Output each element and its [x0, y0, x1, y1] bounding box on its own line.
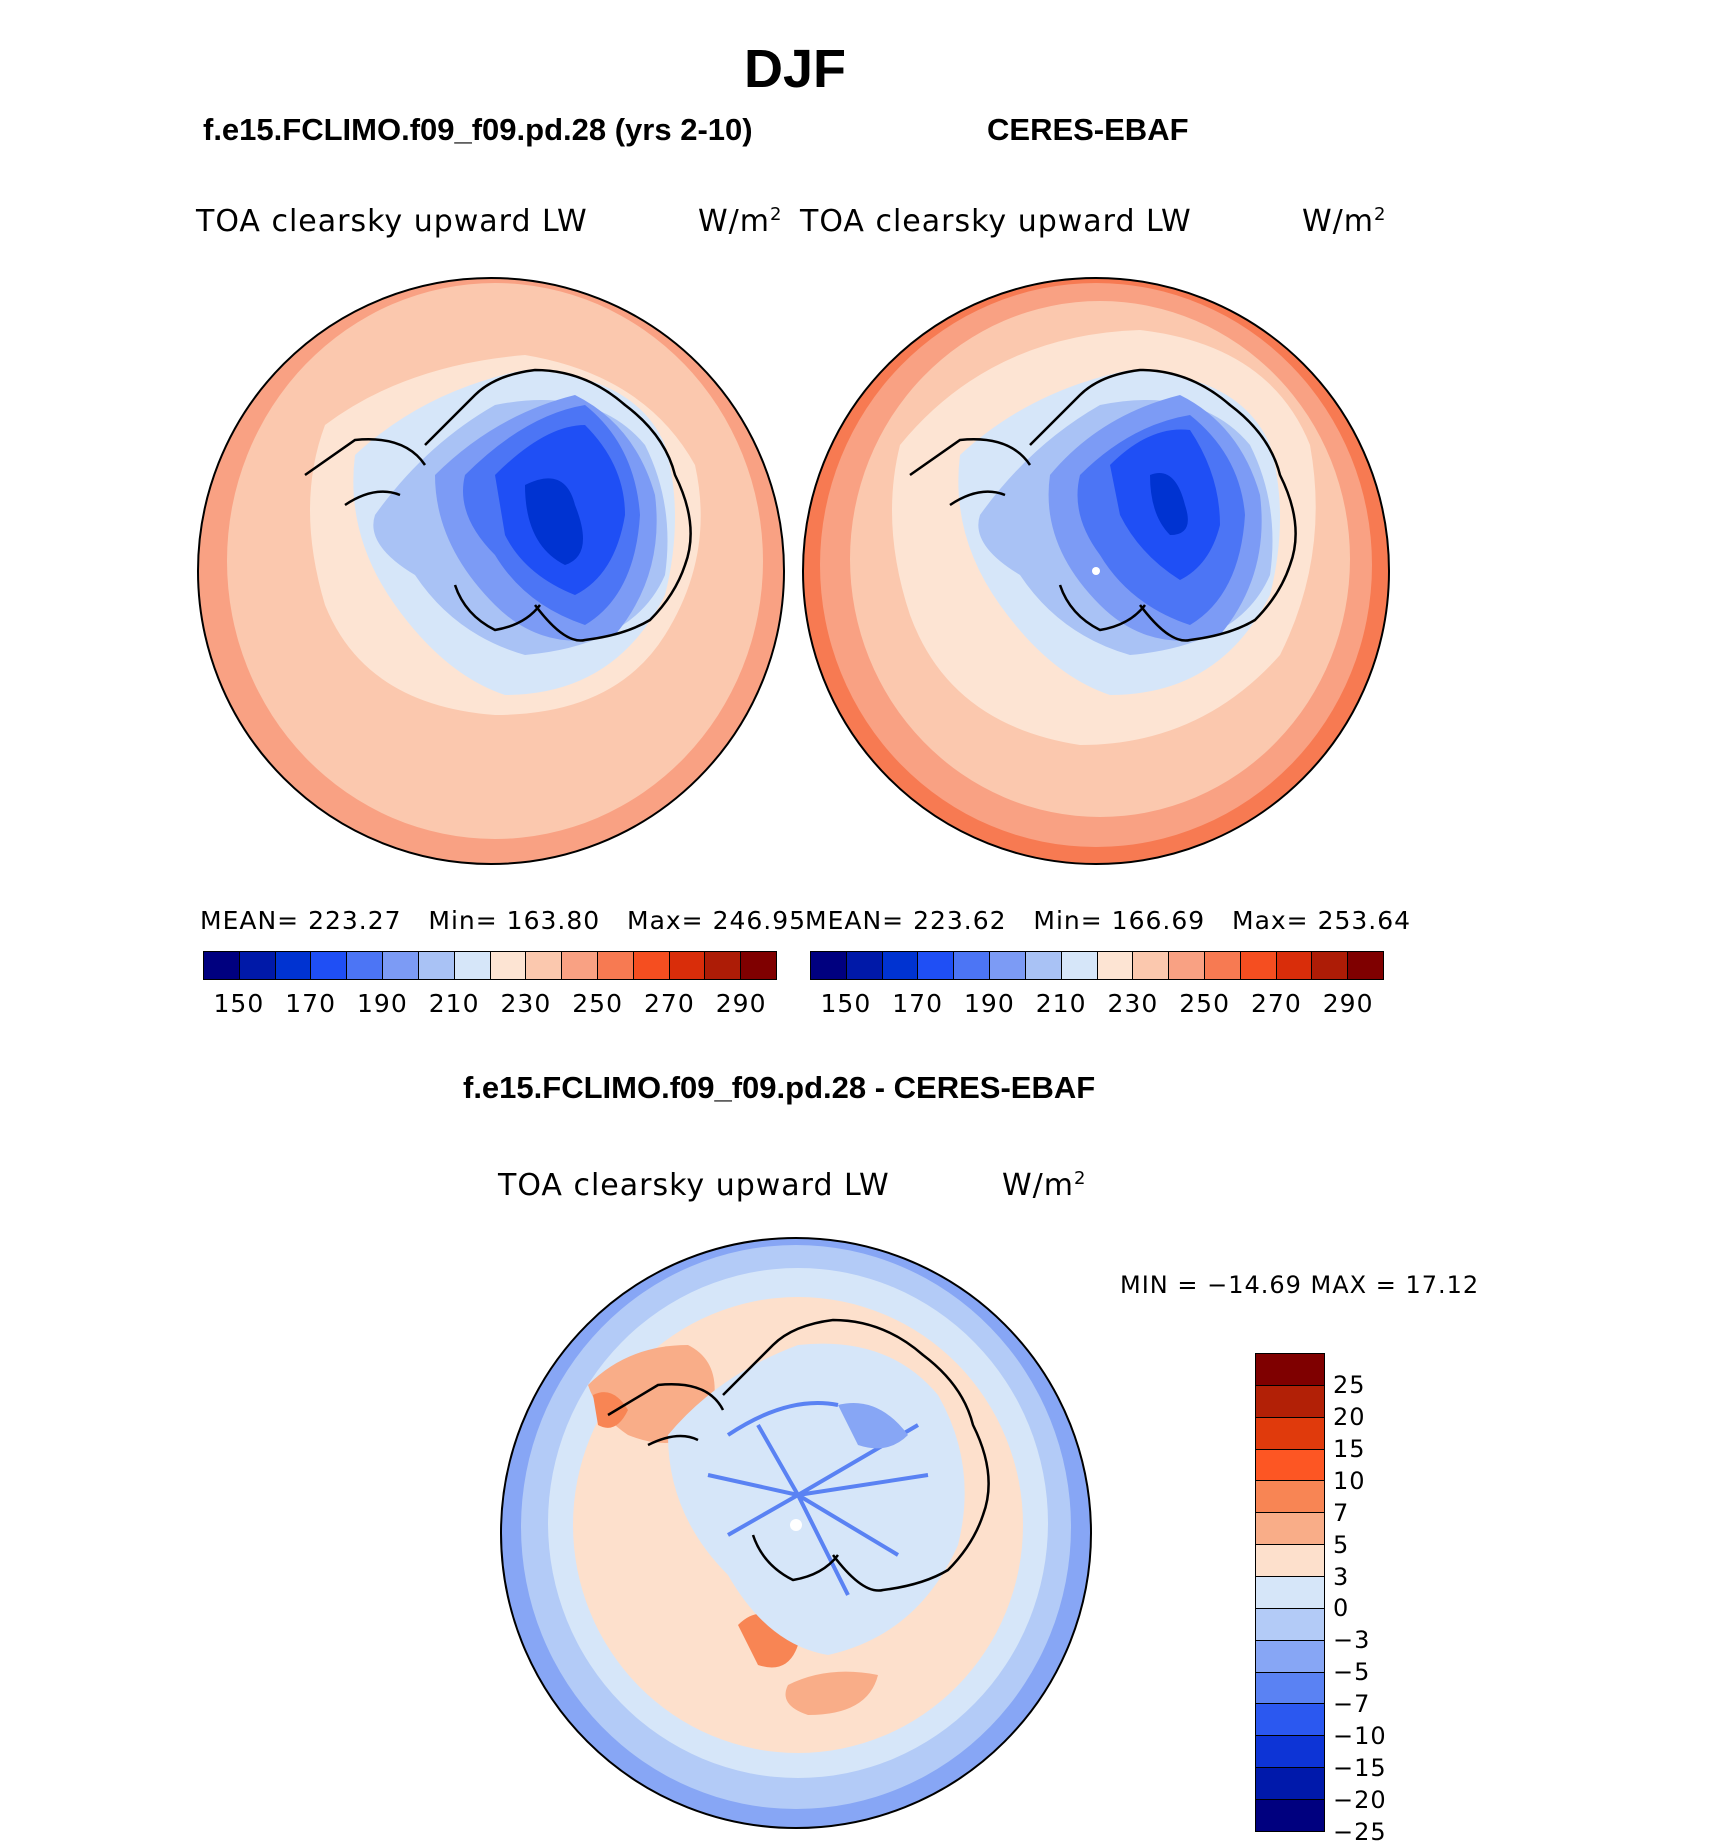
colorbar-tick-label: 290 — [1322, 989, 1374, 1018]
model-stats: MEAN= 223.27 Min= 163.80 Max= 246.95 — [200, 906, 807, 935]
colorbar-swatch — [1256, 1545, 1324, 1578]
colorbar-tick-label: 3 — [1333, 1562, 1350, 1591]
obs-variable-label: TOA clearsky upward LW — [800, 204, 1192, 239]
obs-panel-title: CERES-EBAF — [987, 112, 1189, 147]
obs-colorbar — [810, 951, 1384, 980]
colorbar-swatch — [633, 952, 670, 979]
colorbar-tick-label: 270 — [644, 989, 695, 1018]
colorbar-tick-label: 0 — [1333, 1594, 1350, 1623]
colorbar-swatch — [1276, 952, 1313, 979]
colorbar-tick-label: 7 — [1333, 1498, 1350, 1527]
colorbar-swatch — [1133, 952, 1170, 979]
colorbar-swatch — [1348, 952, 1383, 979]
colorbar-swatch — [1240, 952, 1277, 979]
colorbar-swatch — [239, 952, 276, 979]
colorbar-swatch — [311, 952, 348, 979]
colorbar-swatch — [669, 952, 706, 979]
colorbar-tick-label: 10 — [1333, 1466, 1366, 1495]
diff-variable-label: TOA clearsky upward LW — [498, 1168, 890, 1203]
colorbar-swatch — [990, 952, 1026, 979]
colorbar-swatch — [1256, 1577, 1324, 1609]
colorbar-swatch — [1256, 1640, 1324, 1673]
colorbar-tick-label: 250 — [572, 989, 623, 1018]
colorbar-swatch — [846, 952, 883, 979]
colorbar-swatch — [1256, 1800, 1324, 1831]
colorbar-tick-label: 170 — [285, 989, 336, 1018]
colorbar-swatch — [954, 952, 991, 979]
colorbar-swatch — [1097, 952, 1134, 979]
model-panel-title: f.e15.FCLIMO.f09_f09.pd.28 (yrs 2-10) — [203, 112, 753, 147]
colorbar-tick-label: −10 — [1333, 1722, 1387, 1751]
diff-polar-map — [500, 1237, 1092, 1829]
colorbar-swatch — [1169, 952, 1205, 979]
colorbar-swatch — [741, 952, 776, 979]
colorbar-swatch — [1256, 1608, 1324, 1641]
colorbar-tick-label: 25 — [1333, 1370, 1366, 1399]
colorbar-tick-label: −5 — [1333, 1658, 1371, 1687]
colorbar-tick-label: −15 — [1333, 1754, 1387, 1783]
colorbar-tick-label: 190 — [357, 989, 408, 1018]
obs-units-label: W/m2 — [1302, 204, 1387, 239]
colorbar-swatch — [562, 952, 598, 979]
colorbar-tick-label: 210 — [428, 989, 480, 1018]
colorbar-tick-label: −7 — [1333, 1690, 1371, 1719]
colorbar-swatch — [597, 952, 634, 979]
colorbar-tick-label: 20 — [1333, 1402, 1366, 1431]
colorbar-swatch — [1256, 1481, 1324, 1514]
colorbar-swatch — [1256, 1513, 1324, 1546]
colorbar-swatch — [1256, 1385, 1324, 1418]
colorbar-tick-label: 5 — [1333, 1530, 1350, 1559]
diff-minmax: MIN = −14.69 MAX = 17.12 — [1120, 1271, 1480, 1299]
diff-panel-title: f.e15.FCLIMO.f09_f09.pd.28 - CERES-EBAF — [463, 1070, 1096, 1105]
colorbar-tick-label: 210 — [1035, 989, 1087, 1018]
diff-units-label: W/m2 — [1002, 1168, 1087, 1203]
colorbar-swatch — [347, 952, 384, 979]
colorbar-swatch — [811, 952, 847, 979]
colorbar-swatch — [1256, 1704, 1324, 1737]
colorbar-swatch — [1256, 1417, 1324, 1450]
colorbar-swatch — [1256, 1449, 1324, 1482]
colorbar-swatch — [204, 952, 240, 979]
colorbar-tick-label: 190 — [964, 989, 1015, 1018]
colorbar-tick-label: 170 — [892, 989, 943, 1018]
colorbar-tick-label: 290 — [715, 989, 767, 1018]
colorbar-tick-label: 230 — [1107, 989, 1159, 1018]
model-colorbar — [203, 951, 777, 980]
diff-colorbar — [1255, 1353, 1325, 1832]
colorbar-tick-label: 270 — [1251, 989, 1302, 1018]
model-variable-label: TOA clearsky upward LW — [196, 204, 588, 239]
colorbar-swatch — [1025, 952, 1062, 979]
colorbar-tick-label: 230 — [500, 989, 552, 1018]
obs-polar-map — [802, 277, 1390, 865]
season-title: DJF — [743, 39, 846, 99]
colorbar-swatch — [418, 952, 455, 979]
colorbar-tick-label: 150 — [213, 989, 265, 1018]
colorbar-swatch — [1256, 1768, 1324, 1801]
colorbar-swatch — [383, 952, 419, 979]
colorbar-swatch — [1256, 1354, 1324, 1386]
colorbar-swatch — [526, 952, 563, 979]
model-polar-map — [197, 277, 785, 865]
colorbar-swatch — [1312, 952, 1349, 979]
colorbar-tick-label: −20 — [1333, 1786, 1387, 1815]
colorbar-swatch — [1204, 952, 1241, 979]
colorbar-swatch — [1061, 952, 1098, 979]
colorbar-swatch — [454, 952, 491, 979]
colorbar-swatch — [275, 952, 312, 979]
colorbar-tick-label: −25 — [1333, 1818, 1387, 1846]
colorbar-tick-label: 150 — [820, 989, 872, 1018]
colorbar-swatch — [918, 952, 955, 979]
colorbar-swatch — [1256, 1736, 1324, 1769]
colorbar-tick-label: 15 — [1333, 1434, 1366, 1463]
colorbar-swatch — [1256, 1672, 1324, 1705]
model-units-label: W/m2 — [698, 204, 783, 239]
obs-stats: MEAN= 223.62 Min= 166.69 Max= 253.64 — [805, 906, 1412, 935]
colorbar-tick-label: 250 — [1179, 989, 1230, 1018]
colorbar-swatch — [490, 952, 527, 979]
colorbar-swatch — [705, 952, 742, 979]
colorbar-swatch — [882, 952, 919, 979]
colorbar-tick-label: −3 — [1333, 1626, 1371, 1655]
